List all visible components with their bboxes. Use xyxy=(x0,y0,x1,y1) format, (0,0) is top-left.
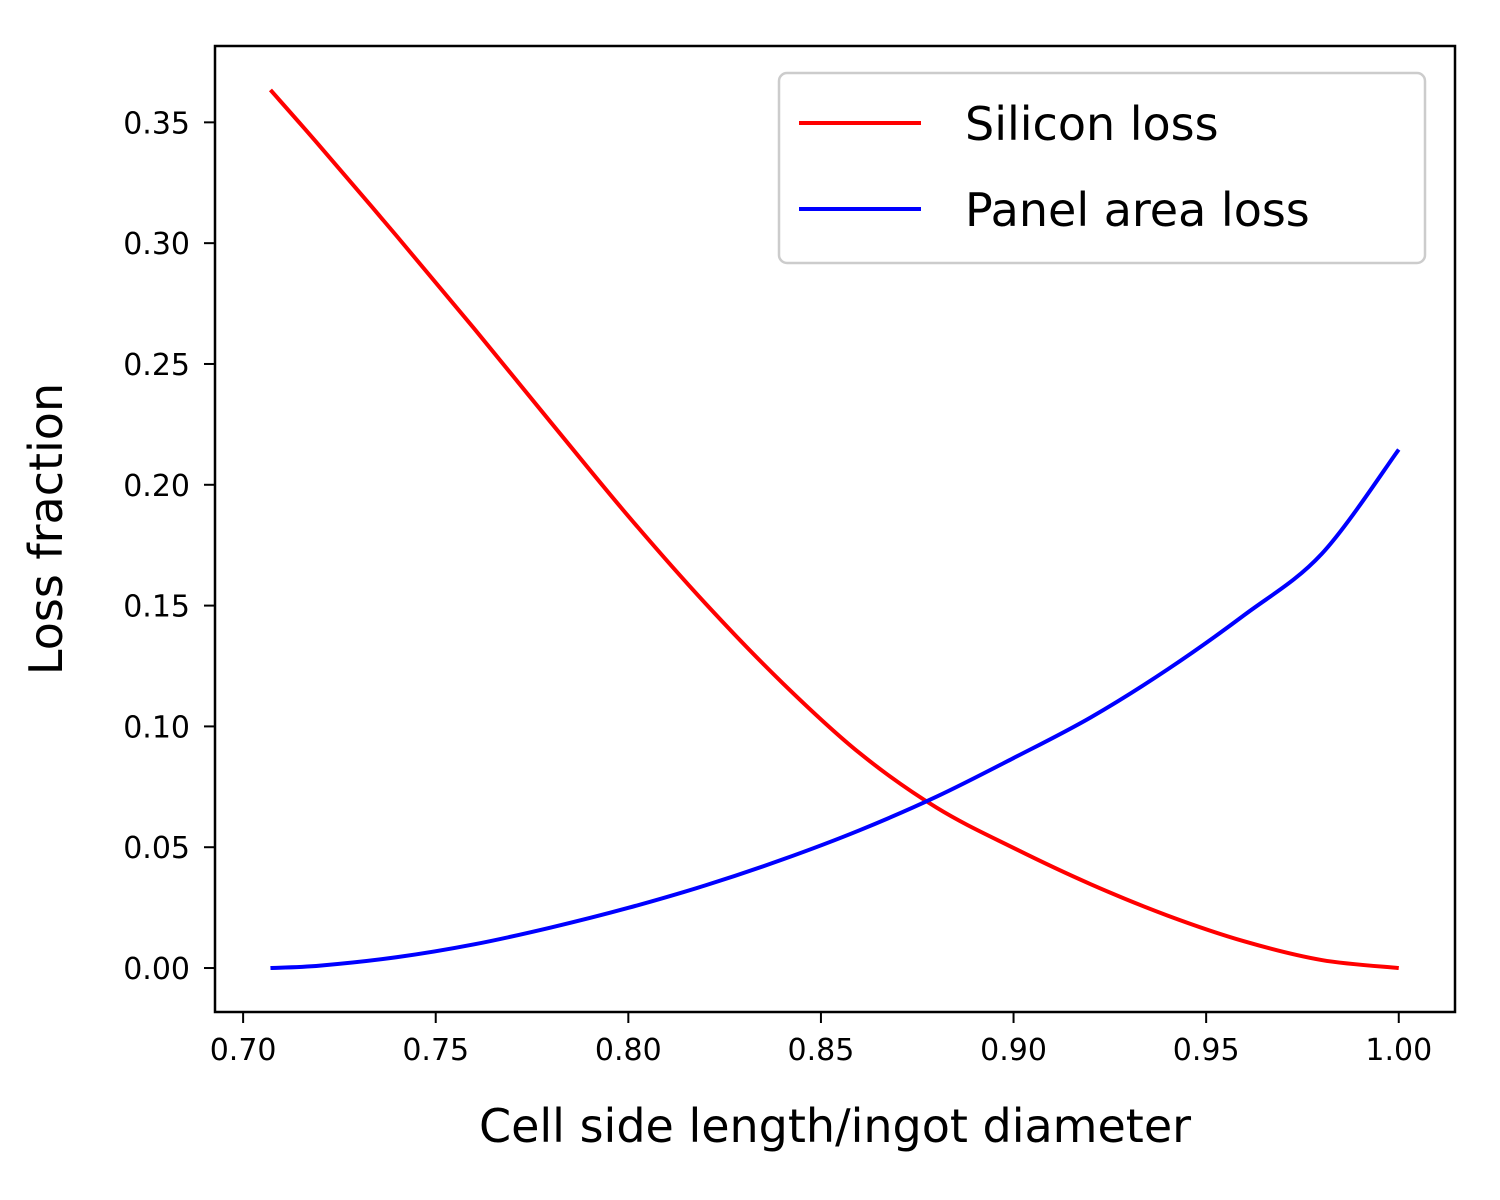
x-tick-label: 0.95 xyxy=(1173,1033,1240,1068)
x-tick-label: 0.75 xyxy=(402,1033,469,1068)
y-tick-label: 0.10 xyxy=(123,710,190,745)
y-tick-label: 0.00 xyxy=(123,952,190,987)
x-tick-label: 1.00 xyxy=(1365,1033,1432,1068)
x-axis-label: Cell side length/ingot diameter xyxy=(479,1099,1191,1153)
series-line-silicon-loss xyxy=(268,88,1399,971)
y-tick-label: 0.20 xyxy=(123,469,190,504)
legend-label: Silicon loss xyxy=(965,97,1219,151)
legend-label: Panel area loss xyxy=(965,183,1310,237)
y-axis: 0.00 0.05 0.10 0.15 0.20 0.25 0.30 0.35 xyxy=(123,106,215,987)
x-tick-label: 0.90 xyxy=(980,1033,1047,1068)
y-tick-label: 0.05 xyxy=(123,831,190,866)
plot-frame xyxy=(213,44,1457,1014)
x-tick-label: 0.85 xyxy=(788,1033,855,1068)
y-tick-label: 0.15 xyxy=(123,590,190,625)
y-tick-label: 0.30 xyxy=(123,227,190,262)
x-tick-label: 0.80 xyxy=(595,1033,662,1068)
x-tick-label: 0.70 xyxy=(210,1033,277,1068)
series-line-panel-area-loss xyxy=(270,448,1401,971)
x-axis: 0.70 0.75 0.80 0.85 0.90 0.95 1.00 xyxy=(210,1012,1432,1068)
series-layer xyxy=(268,88,1401,971)
legend: Silicon loss Panel area loss xyxy=(777,71,1427,265)
y-axis-label: Loss fraction xyxy=(19,383,73,675)
y-tick-label: 0.35 xyxy=(123,106,190,141)
y-tick-label: 0.25 xyxy=(123,348,190,383)
legend-box xyxy=(777,71,1427,265)
